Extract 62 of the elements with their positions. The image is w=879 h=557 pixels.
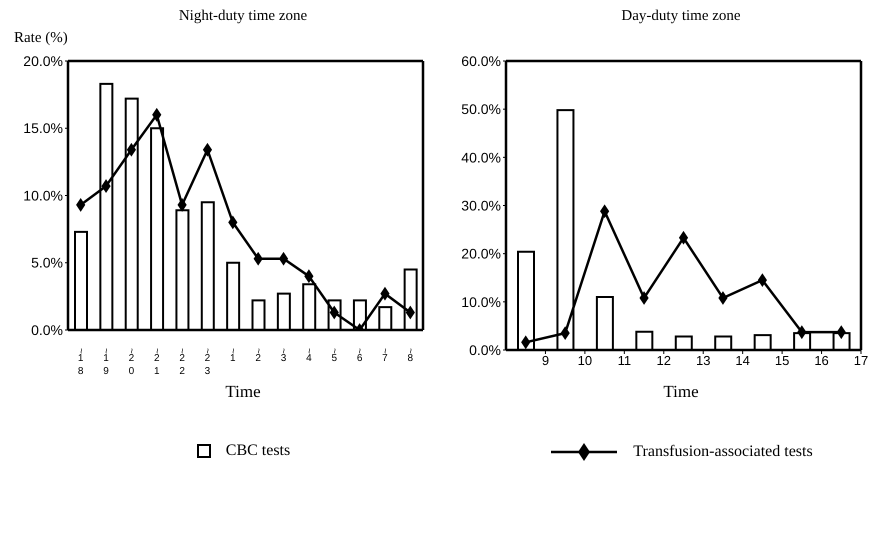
point (279, 252, 288, 266)
y-tick-label: 20.0% (23, 52, 63, 69)
point (202, 143, 212, 156)
chart-title: Day-duty time zone (620, 8, 742, 26)
x-tick-label: ~20 (125, 348, 136, 377)
x-tick-label: ~3 (278, 348, 289, 364)
point (640, 291, 649, 304)
x-tick-label: ~4 (302, 348, 314, 364)
point (758, 274, 767, 287)
point (152, 108, 162, 122)
y-tick-label: 0.0% (31, 322, 63, 338)
x-tick-label: ~18 (74, 348, 86, 377)
y-tick-label: 60.0% (461, 52, 501, 69)
point (126, 143, 136, 156)
y-axis-title: Rate (%) (13, 30, 69, 48)
x-tick-label: ~22 (176, 348, 188, 377)
x-tick-label: 11 (618, 353, 632, 368)
x-tick-label: ~8 (404, 348, 416, 364)
x-tick-label: 15 (774, 353, 790, 368)
x-tick-label: 14 (735, 353, 750, 368)
x-tick-label: 10 (578, 353, 592, 368)
x-tick-label: 17 (854, 353, 868, 368)
point (600, 204, 610, 218)
point (178, 198, 187, 212)
x-tick-label: 9 (542, 353, 550, 368)
x-tick-label: ~7 (379, 348, 390, 364)
x-tick-label: ~1 (226, 348, 238, 364)
y-tick-label: 40.0% (461, 149, 501, 166)
x-tick-label: ~23 (202, 348, 213, 377)
y-tick-label: 10.0% (461, 294, 501, 310)
x-tick-label: ~2 (252, 348, 264, 364)
x-tick-label: 13 (696, 353, 710, 368)
point (521, 336, 530, 349)
y-tick-label: 30.0% (461, 197, 501, 214)
point (228, 216, 238, 229)
point (102, 180, 111, 193)
legend-label: CBC tests (226, 442, 290, 460)
x-tick-label: ~6 (354, 348, 365, 364)
point (718, 291, 728, 304)
point (380, 287, 390, 300)
chart-title: Night-duty time zone (178, 8, 308, 26)
point (76, 198, 86, 212)
point (560, 326, 570, 340)
x-axis-title: Time (662, 382, 700, 402)
y-tick-label: 15.0% (23, 120, 63, 136)
x-tick-label: ~5 (328, 348, 340, 364)
point (797, 326, 806, 339)
x-tick-label: ~19 (100, 348, 112, 377)
x-tick-label: 16 (814, 353, 829, 368)
x-tick-label: ~21 (150, 348, 162, 377)
y-tick-label: 50.0% (461, 101, 501, 118)
y-tick-label: 5.0% (31, 254, 63, 271)
x-axis-title: Time (224, 382, 262, 402)
point (406, 306, 415, 320)
point (254, 252, 263, 266)
legend-label: Transfusion-associated tests (633, 443, 813, 461)
y-tick-label: 0.0% (469, 342, 501, 358)
point (836, 326, 846, 339)
y-tick-label: 20.0% (461, 246, 501, 262)
point (304, 270, 314, 283)
x-tick-label: 12 (656, 353, 672, 368)
y-tick-label: 10.0% (23, 187, 63, 204)
